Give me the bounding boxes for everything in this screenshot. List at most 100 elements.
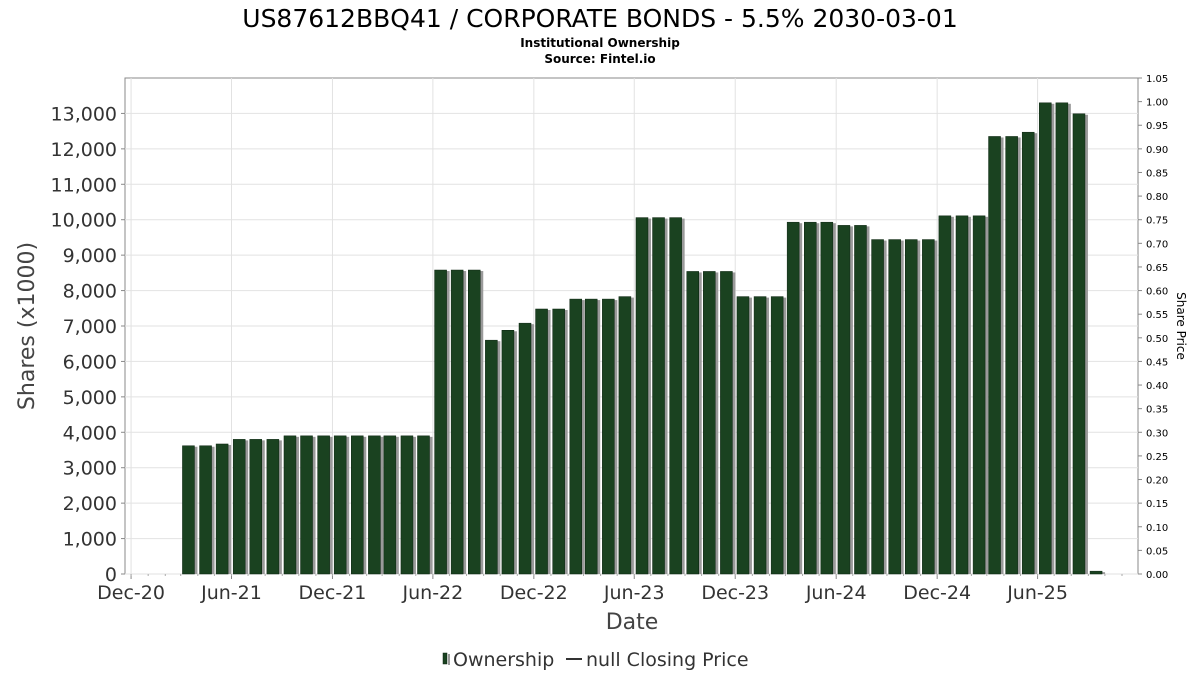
ownership-bar [770, 296, 784, 575]
x-axis-label: Date [606, 610, 659, 635]
ownership-bar [972, 215, 986, 575]
chart-subtitle-source: Source: Fintel.io [544, 52, 655, 66]
ownership-bar [820, 221, 834, 575]
y2-tick-label: 0.45 [1146, 357, 1168, 368]
y2-tick-label: 0.95 [1146, 121, 1168, 132]
y2-tick-label: 0.75 [1146, 216, 1168, 227]
y2-tick-label: 0.35 [1146, 405, 1168, 416]
chart-title: US87612BBQ41 / CORPORATE BONDS - 5.5% 20… [242, 4, 957, 33]
ownership-bar [652, 217, 665, 575]
ownership-bar [232, 439, 246, 575]
ownership-bar [618, 296, 632, 575]
y-axis-label: Shares (x1000) [15, 242, 40, 410]
y2-tick-label: 1.05 [1146, 74, 1168, 85]
y2-tick-label: 0.80 [1146, 192, 1168, 203]
ownership-bar [736, 296, 750, 575]
ownership-bar [635, 217, 649, 575]
ownership-bar [804, 221, 817, 575]
ownership-bar [871, 239, 884, 575]
x-tick-label: Jun-24 [805, 582, 867, 604]
y-tick-label: 6,000 [63, 351, 117, 373]
ownership-bar [786, 221, 800, 575]
y-tick-label: 2,000 [63, 493, 117, 515]
y2-tick-label: 0.55 [1146, 310, 1168, 321]
x-tick-label: Dec-24 [903, 582, 971, 604]
ownership-bar [584, 298, 598, 575]
ownership-bar [182, 445, 195, 575]
ownership-bar [501, 330, 515, 575]
ownership-bar [669, 217, 682, 575]
y2-tick-label: 0.90 [1146, 145, 1168, 156]
y2-tick-label: 0.60 [1146, 287, 1168, 298]
ownership-bar [1021, 131, 1035, 575]
ownership-bar [938, 215, 952, 575]
ownership-bar [368, 435, 381, 575]
y2-tick-label: 0.65 [1146, 263, 1168, 274]
ownership-bar [383, 435, 397, 575]
y-tick-label: 11,000 [51, 174, 117, 196]
y-tick-label: 3,000 [63, 458, 117, 480]
y2-tick-label: 0.70 [1146, 239, 1168, 250]
legend-ownership-swatch-shadow [448, 654, 450, 665]
y2-tick-label: 0.85 [1146, 168, 1168, 179]
ownership-bar [535, 308, 548, 575]
chart-subtitle-institutional-ownership: Institutional Ownership [520, 36, 680, 50]
ownership-bar [518, 322, 532, 575]
ownership-bar [317, 435, 330, 575]
y-tick-label: 10,000 [51, 210, 117, 232]
y-tick-label: 4,000 [63, 422, 117, 444]
y-tick-label: 1,000 [63, 529, 117, 551]
ownership-bar [955, 215, 969, 575]
ownership-bar [720, 271, 733, 575]
ownership-bar [450, 269, 464, 575]
y2-tick-label: 0.25 [1146, 452, 1168, 463]
ownership-bar [703, 271, 716, 575]
x-tick-label: Dec-23 [701, 582, 769, 604]
x-tick-label: Jun-21 [200, 582, 262, 604]
legend: Ownership null Closing Price [442, 649, 749, 671]
ownership-bar [300, 435, 313, 575]
y2-tick-label: 0.15 [1146, 499, 1168, 510]
legend-closing-price-label: null Closing Price [586, 649, 749, 671]
ownership-bar [417, 435, 430, 575]
y2-tick-label: 0.30 [1146, 428, 1168, 439]
x-tick-label: Dec-21 [299, 582, 367, 604]
ownership-bar [988, 136, 1001, 575]
ownership-bar [199, 445, 212, 575]
ownership-bar [266, 439, 280, 575]
y-tick-label: 13,000 [51, 103, 117, 125]
y2-axis-label: Share Price [1174, 292, 1188, 360]
ownership-bar [1055, 102, 1069, 575]
ownership-bar [753, 296, 767, 575]
ownership-bar [904, 239, 918, 575]
y2-tick-label: 0.20 [1146, 476, 1168, 487]
ownership-bar [837, 225, 851, 575]
ownership-bar [922, 239, 935, 575]
ownership-bar [485, 339, 498, 575]
x-tick-label: Jun-25 [1006, 582, 1068, 604]
y-tick-label: 0 [105, 564, 117, 586]
x-axis: Dec-20 Jun-21 Dec-21 Jun-22 Dec-22 Jun-23 Dec-… [97, 574, 1123, 604]
ownership-bar [686, 271, 699, 575]
y2-tick-label: 0.00 [1146, 570, 1168, 581]
ownership-bar [569, 298, 583, 575]
ownership-bar [1039, 102, 1052, 575]
ownership-bar [468, 269, 481, 575]
ownership-bar [400, 435, 414, 575]
ownership-bar [215, 443, 229, 575]
ownership-bar [351, 435, 364, 575]
legend-ownership-label: Ownership [453, 649, 554, 671]
y2-tick-label: 0.40 [1146, 381, 1168, 392]
y-tick-label: 9,000 [63, 245, 117, 267]
ownership-bar [888, 239, 901, 575]
x-tick-label: Dec-22 [500, 582, 568, 604]
legend-ownership-swatch [442, 652, 448, 665]
ownership-bars [182, 102, 1106, 575]
y-tick-label: 12,000 [51, 139, 117, 161]
ownership-bar [249, 439, 263, 575]
x-tick-label: Jun-23 [603, 582, 665, 604]
y2-tick-label: 0.50 [1146, 334, 1168, 345]
ownership-bar [1072, 113, 1086, 575]
y-tick-label: 5,000 [63, 387, 117, 409]
ownership-bar [552, 308, 565, 575]
